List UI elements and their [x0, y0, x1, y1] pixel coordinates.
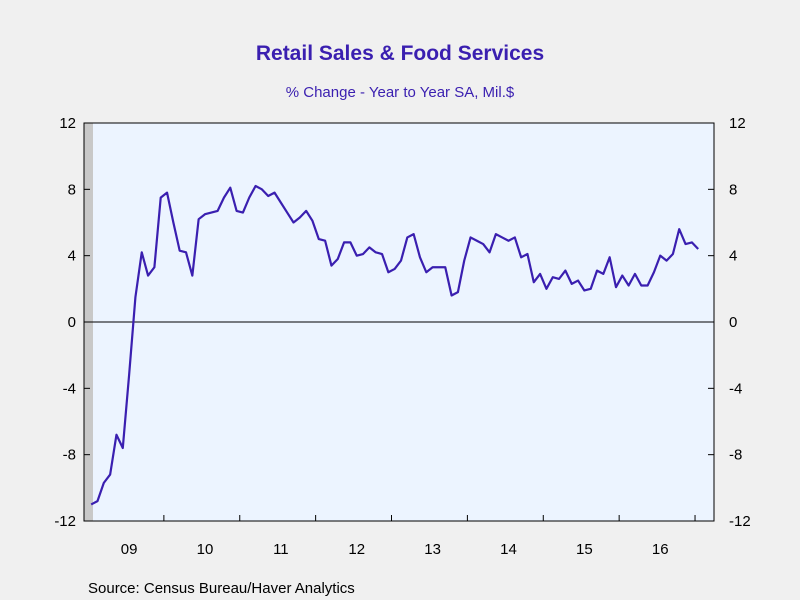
x-tick-label: 12	[348, 541, 365, 558]
y-tick-label-right: -8	[729, 447, 742, 464]
x-tick-label: 09	[121, 541, 138, 558]
y-tick-label-right: 4	[729, 248, 737, 265]
y-tick-label-left: -8	[63, 447, 76, 464]
axis-ticks: 12 12 8 8 4 4 0 0 -4 -4 -8 -8 -12 -12 09 10 11 12 13 14 15 16	[54, 115, 750, 558]
y-tick-label-left: 4	[68, 248, 76, 265]
x-tick-label: 16	[652, 541, 669, 558]
plot-frame	[83, 122, 715, 522]
x-tick-label: 10	[197, 541, 214, 558]
x-tick-label: 11	[273, 541, 289, 558]
y-tick-label-left: 0	[68, 314, 76, 331]
x-tick-label: 13	[424, 541, 441, 558]
y-tick-label-left: -4	[63, 380, 76, 397]
y-tick-label-right: 0	[729, 314, 737, 331]
series-line	[90, 184, 699, 506]
y-tick-label-right: -4	[729, 380, 742, 397]
chart-title: Retail Sales & Food Services	[256, 42, 544, 65]
y-tick-label-right: -12	[729, 513, 751, 530]
y-tick-label-left: 8	[68, 181, 76, 198]
x-tick-label: 14	[500, 541, 517, 558]
x-tick-label: 15	[576, 541, 593, 558]
y-tick-label-left: 12	[59, 115, 76, 132]
source-note: Source: Census Bureau/Haver Analytics	[88, 580, 355, 597]
y-tick-label-right: 8	[729, 181, 737, 198]
y-tick-label-right: 12	[729, 115, 746, 132]
y-tick-label-left: -12	[54, 513, 76, 530]
chart-subtitle: % Change - Year to Year SA, Mil.$	[286, 84, 515, 101]
